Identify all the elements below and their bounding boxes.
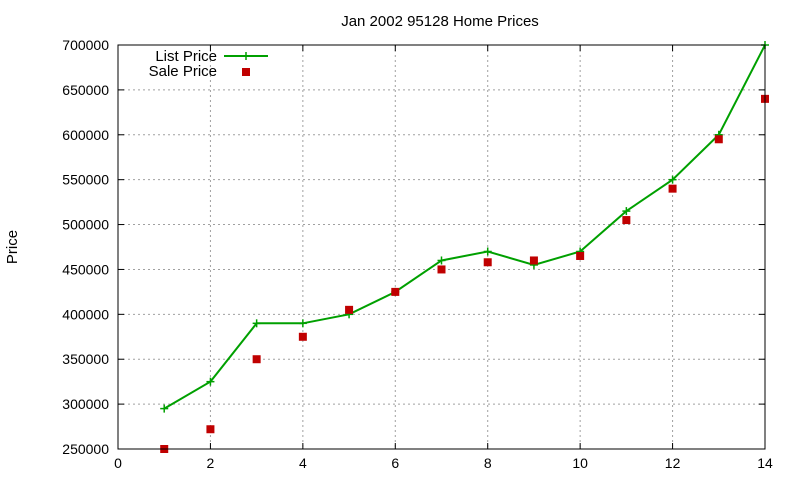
x-tick-label: 8: [484, 455, 492, 471]
sale-price-point: [714, 135, 723, 144]
y-tick-label: 250000: [62, 441, 109, 457]
list-price-point: [483, 247, 492, 256]
list-price-point: [252, 319, 261, 328]
sale-price-point: [252, 355, 261, 364]
sale-price-point: [576, 251, 585, 260]
legend-list-price-marker: [242, 52, 250, 60]
sale-price-point: [298, 332, 307, 341]
x-tick-label: 14: [757, 455, 773, 471]
axis-ticks: 250000 300000 350000 400000 450000 500000 5500…: [62, 37, 773, 471]
grid: [118, 45, 765, 449]
list-price-point: [206, 377, 215, 386]
y-axis-label: Price: [4, 230, 21, 264]
sale-price-point: [437, 265, 446, 274]
sale-price-point: [391, 287, 400, 296]
series-layer: [160, 41, 769, 453]
y-tick-label: 500000: [62, 217, 109, 233]
y-tick-label: 300000: [62, 396, 109, 412]
x-tick-label: 10: [572, 455, 588, 471]
legend-list-price-label: List Price: [155, 48, 217, 65]
legend-sale-price-marker: [242, 68, 250, 76]
sale-price-point: [345, 305, 354, 314]
list-price-point: [622, 207, 631, 216]
x-tick-label: 6: [391, 455, 399, 471]
x-tick-label: 4: [299, 455, 307, 471]
list-price-point: [298, 319, 307, 328]
y-tick-label: 650000: [62, 82, 109, 98]
list-price-point: [668, 175, 677, 184]
y-tick-label: 600000: [62, 127, 109, 143]
sale-price-point: [206, 425, 215, 434]
legend-sale-price-label: Sale Price: [149, 63, 217, 80]
y-tick-label: 350000: [62, 351, 109, 367]
y-tick-label: 400000: [62, 306, 109, 322]
list-price-line: [163, 44, 766, 410]
plot-frame: [117, 44, 766, 450]
y-tick-label: 550000: [62, 172, 109, 188]
list-price-point: [160, 404, 169, 413]
chart-title: Jan 2002 95128 Home Prices: [341, 13, 539, 30]
x-tick-label: 12: [665, 455, 681, 471]
sale-price-point: [668, 184, 677, 193]
list-price-point: [437, 256, 446, 265]
sale-price-point: [622, 216, 631, 225]
x-tick-label: 2: [207, 455, 215, 471]
sale-price-point: [483, 258, 492, 267]
x-tick-label: 0: [114, 455, 122, 471]
sale-price-point: [529, 256, 538, 265]
y-tick-label: 450000: [62, 261, 109, 277]
y-tick-label: 700000: [62, 37, 109, 53]
